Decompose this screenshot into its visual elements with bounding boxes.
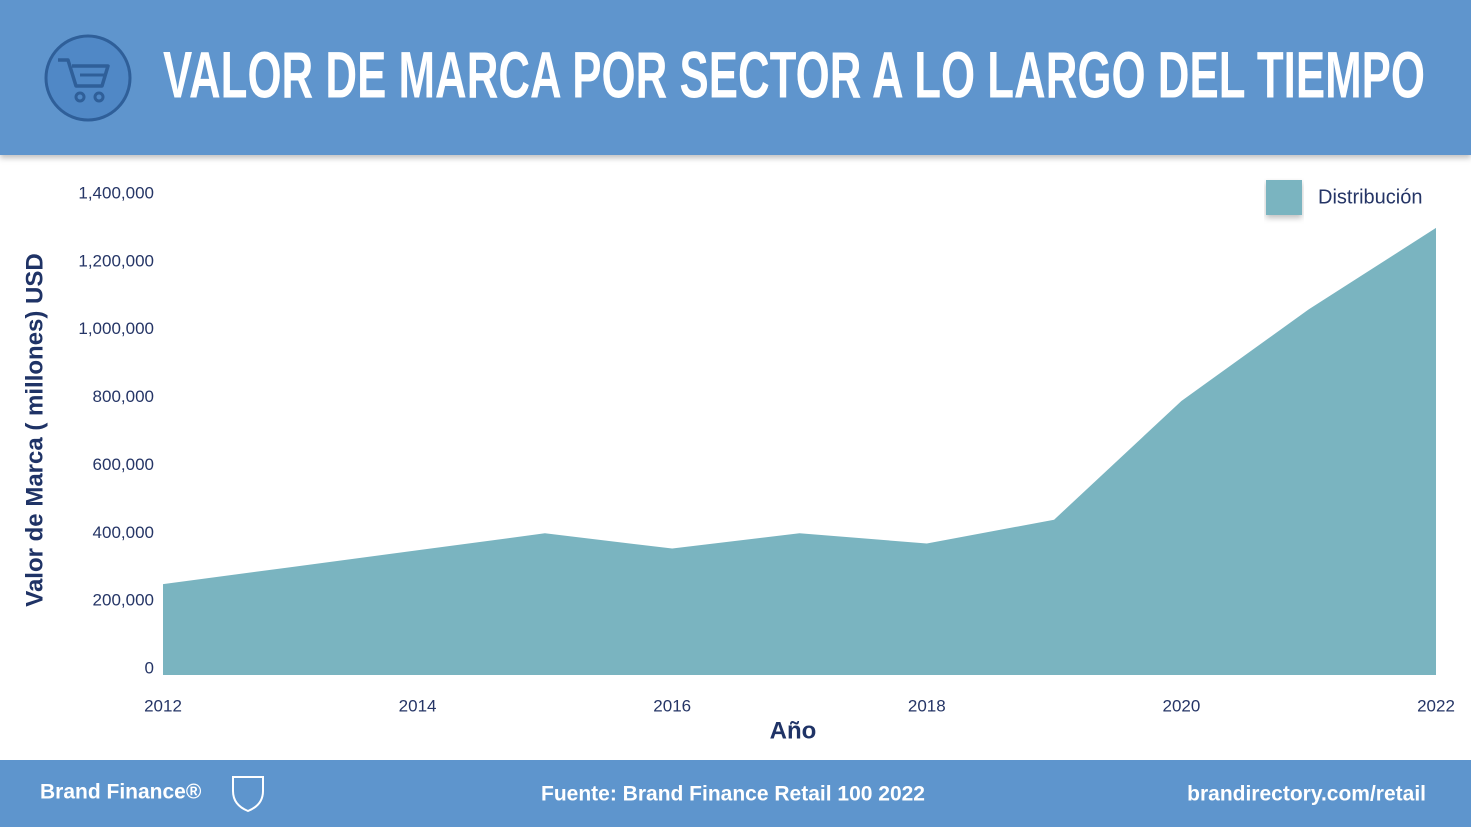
cart-icon xyxy=(44,34,132,122)
x-tick-label: 2018 xyxy=(908,696,946,715)
y-tick-label: 0 xyxy=(145,658,154,677)
brand-crest xyxy=(232,776,264,813)
legend-swatch xyxy=(1266,180,1302,215)
x-tick-label: 2012 xyxy=(144,696,182,715)
header-band xyxy=(0,0,1471,155)
footer-band xyxy=(0,760,1471,827)
y-axis-title: Valor de Marca ( millones) USD xyxy=(21,253,48,606)
legend-label: Distribución xyxy=(1318,186,1422,208)
x-axis-title: Año xyxy=(770,717,817,744)
y-tick-label: 200,000 xyxy=(93,591,154,610)
url[interactable]: brandirectory.com/retail xyxy=(1187,783,1426,806)
y-tick-label: 1,400,000 xyxy=(78,183,154,202)
brand-logo: Brand Finance® xyxy=(40,781,202,804)
x-tick-label: 2020 xyxy=(1162,696,1200,715)
source: Fuente: Brand Finance Retail 100 2022 xyxy=(541,783,925,806)
x-tick-label: 2022 xyxy=(1417,696,1455,715)
y-tick-label: 600,000 xyxy=(93,455,154,474)
y-tick-label: 400,000 xyxy=(93,523,154,542)
y-tick-label: 800,000 xyxy=(93,387,154,406)
x-tick-label: 2014 xyxy=(399,696,437,715)
y-tick-label: 1,200,000 xyxy=(78,251,154,270)
y-tick-label: 1,000,000 xyxy=(78,319,154,338)
area xyxy=(163,227,1436,675)
x-tick-label: 2016 xyxy=(653,696,691,715)
chart-title: VALOR DE MARCA POR SECTOR A LO LARGO DEL… xyxy=(163,37,1425,111)
